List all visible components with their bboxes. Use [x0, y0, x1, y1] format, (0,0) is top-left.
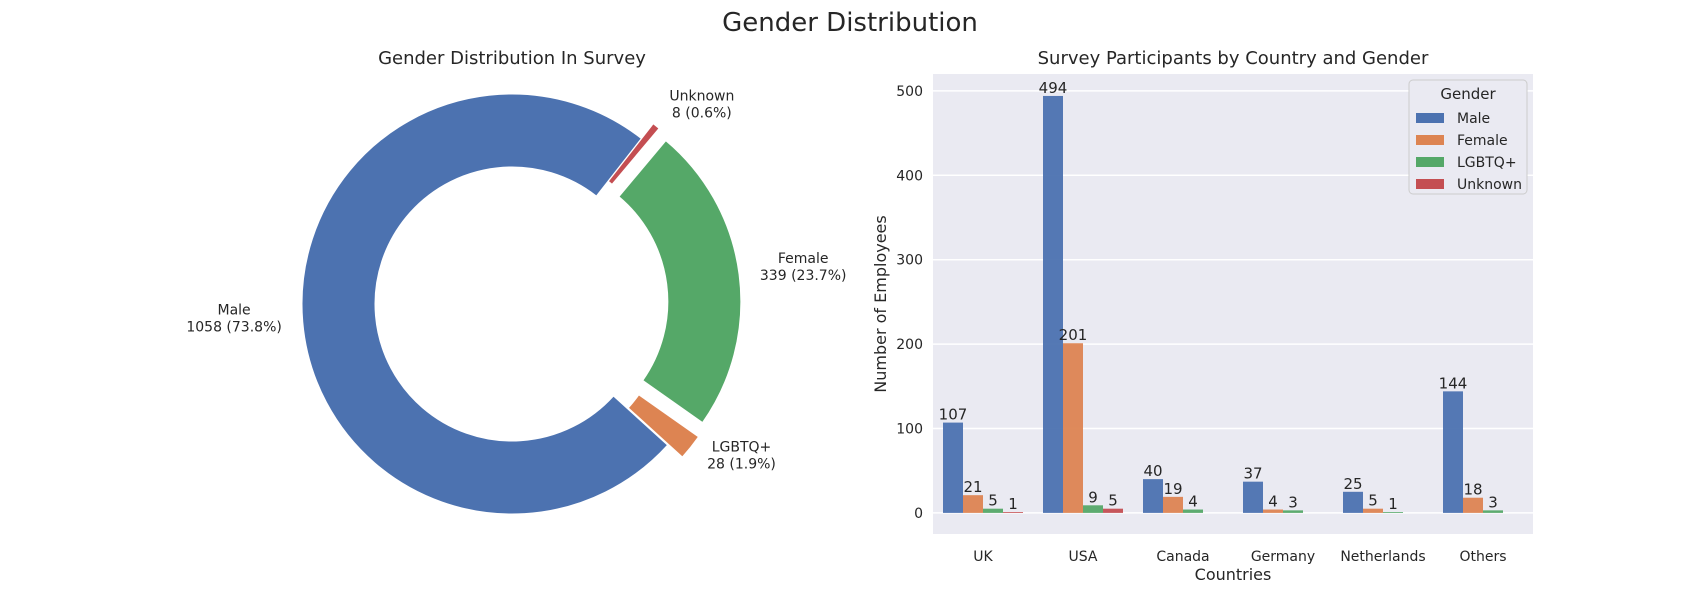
legend-swatch	[1416, 113, 1444, 123]
y-tick-label: 500	[896, 84, 923, 100]
bar-value-label: 5	[988, 492, 998, 510]
bar-lgbtq	[1283, 510, 1303, 513]
pie-label: Female 339 (23.7%)	[760, 251, 847, 284]
bars	[943, 95, 1503, 513]
bar-value-label: 494	[1039, 79, 1068, 97]
bar-title: Survey Participants by Country and Gende…	[1038, 48, 1429, 69]
bar-lgbtq	[983, 508, 1003, 513]
legend-label: Unknown	[1457, 177, 1522, 193]
bar-value-label: 144	[1439, 374, 1468, 392]
bar-male	[1043, 95, 1063, 513]
legend-swatch	[1416, 179, 1444, 189]
pie-label: LGBTQ+ 28 (1.9%)	[707, 439, 776, 472]
bar-value-label: 5	[1368, 492, 1378, 510]
bar-value-label: 1	[1008, 495, 1018, 513]
bar-female	[963, 495, 983, 513]
legend: Gender Male Female LGBTQ+ Unknown	[1408, 79, 1528, 195]
legend-title: Gender	[1440, 85, 1496, 103]
y-tick-label: 100	[896, 421, 923, 437]
bar-lgbtq	[1383, 512, 1403, 513]
legend-swatch	[1416, 135, 1444, 145]
pie-label: Unknown 8 (0.6%)	[669, 89, 734, 122]
bar-value-label: 1	[1388, 495, 1398, 513]
pie-slice-male	[301, 93, 669, 515]
x-tick-label: Netherlands	[1340, 549, 1425, 565]
x-axis-label: Countries	[1195, 565, 1272, 584]
bar-value-label: 9	[1088, 488, 1098, 506]
legend-label: Female	[1457, 133, 1508, 149]
pie-slice-unknown	[607, 123, 660, 186]
x-tick-label: USA	[1069, 549, 1098, 565]
bar-female	[1063, 343, 1083, 513]
bar-lgbtq	[1483, 510, 1503, 513]
bar-value-label: 40	[1143, 462, 1162, 480]
donut-chart: Gender Distribution In Survey Male 1058 (…	[186, 48, 846, 515]
y-tick-label: 400	[896, 168, 923, 184]
pie-slice-female	[618, 139, 742, 424]
legend-swatch	[1416, 157, 1444, 167]
y-axis-label: Number of Employees	[871, 215, 890, 392]
y-tick-labels: 0 100 200 300 400 500	[896, 84, 923, 522]
bar-male	[1143, 479, 1163, 513]
y-tick-label: 200	[896, 337, 923, 353]
x-tick-labels: UK USA Canada Germany Netherlands Others	[973, 549, 1506, 565]
pie-title: Gender Distribution In Survey	[378, 48, 646, 69]
legend-label: LGBTQ+	[1457, 155, 1517, 171]
pie-slice-lgbtq	[627, 394, 700, 458]
x-tick-label: Others	[1459, 549, 1506, 565]
y-tick-label: 300	[896, 253, 923, 269]
bar-unknown	[1003, 512, 1023, 513]
bar-female	[1163, 496, 1183, 513]
bar-chart: Survey Participants by Country and Gende…	[871, 48, 1533, 584]
bar-lgbtq	[1183, 509, 1203, 513]
bar-female	[1363, 508, 1383, 513]
legend-label: Male	[1457, 111, 1490, 127]
bar-unknown	[1103, 508, 1123, 513]
x-tick-label: Germany	[1251, 549, 1315, 565]
bar-female	[1263, 509, 1283, 513]
bar-value-label: 3	[1488, 493, 1498, 511]
bar-male	[1443, 391, 1463, 513]
bar-female	[1463, 497, 1483, 513]
bar-male	[1243, 481, 1263, 513]
bar-value-label: 3	[1288, 493, 1298, 511]
bar-male	[943, 422, 963, 513]
x-tick-label: UK	[973, 549, 993, 565]
bar-lgbtq	[1083, 505, 1103, 513]
bar-value-label: 19	[1163, 480, 1182, 498]
bar-value-label: 18	[1463, 481, 1482, 499]
bar-value-label: 4	[1268, 493, 1278, 511]
bar-value-label: 201	[1059, 326, 1088, 344]
pie-slices	[301, 93, 742, 515]
pie-labels: Male 1058 (73.8%) LGBTQ+ 28 (1.9%) Female 339…	[186, 89, 846, 473]
bar-value-label: 21	[963, 478, 982, 496]
y-tick-label: 0	[914, 506, 923, 522]
bar-value-label: 25	[1343, 475, 1362, 493]
bar-value-label: 4	[1188, 493, 1198, 511]
bar-value-label: 107	[939, 406, 968, 424]
pie-label: Male 1058 (73.8%)	[186, 303, 281, 336]
bar-male	[1343, 491, 1363, 513]
figure-title: Gender Distribution	[722, 8, 978, 38]
bar-value-label: 5	[1108, 492, 1118, 510]
bar-value-label: 37	[1243, 465, 1262, 483]
x-tick-label: Canada	[1156, 549, 1209, 565]
